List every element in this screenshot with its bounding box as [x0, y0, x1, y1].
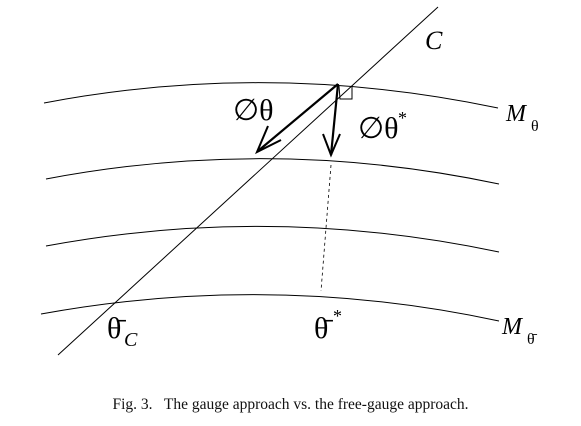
theta-bar-star-label: θ̄ [314, 312, 333, 345]
manifold-curve-top [43, 82, 499, 109]
gauge-step-label: ∅θ [233, 94, 274, 127]
figure-caption: Fig. 3. The gauge approach vs. the free-… [112, 396, 469, 413]
gauge-step-arrowhead [255, 125, 282, 155]
manifold-curve-bottom [40, 294, 500, 322]
free-step-arrow-shaft [329, 83, 340, 156]
free-step-label: ∅θ [358, 112, 399, 145]
manifold-curve-3 [45, 225, 500, 253]
constraint-line-c [57, 6, 439, 356]
free-step-arrowhead [322, 133, 341, 158]
theta-bar-c-subscript: C [124, 329, 138, 351]
curve-c-label: C [425, 26, 443, 55]
gauge-step-arrow-shaft [257, 83, 339, 152]
manifold-bottom-subscript: θ̄ [527, 331, 538, 348]
manifold-bottom-label: M [501, 314, 524, 340]
manifold-top-subscript: θ [531, 118, 539, 135]
right-angle-marker [338, 85, 353, 100]
manifold-curve-2 [45, 158, 500, 185]
theta-bar-star-superscript: * [333, 306, 342, 326]
free-step-superscript: * [398, 108, 407, 128]
manifold-top-label: M [505, 101, 528, 127]
